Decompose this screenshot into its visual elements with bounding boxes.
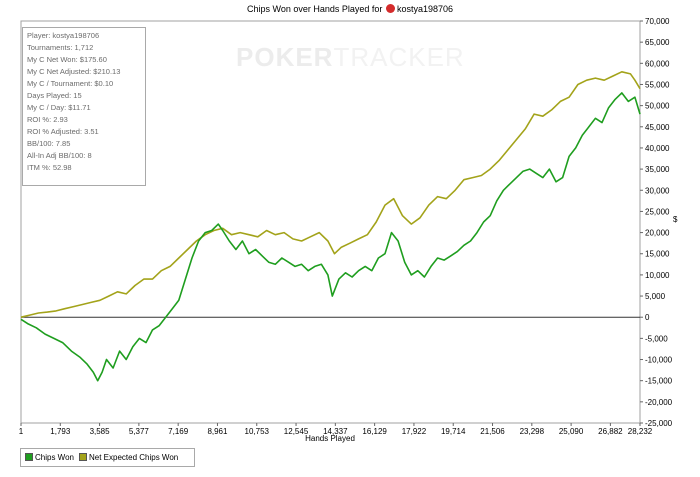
chart-title-prefix: Chips Won over Hands Played for: [247, 4, 383, 14]
x-tick-label: 26,882: [598, 427, 623, 436]
y-tick-label: 0: [645, 313, 650, 322]
x-tick-label: 14,337: [323, 427, 348, 436]
y-tick-label: -15,000: [645, 377, 673, 386]
y-tick-label: 5,000: [645, 292, 666, 301]
x-tick-label: 17,922: [402, 427, 427, 436]
y-tick-label: 25,000: [645, 207, 670, 216]
x-axis-label: Hands Played: [305, 434, 355, 443]
x-tick-label: 5,377: [129, 427, 150, 436]
y-axis-label: $: [673, 215, 678, 224]
y-tick-label: -10,000: [645, 356, 673, 365]
x-axis-ticks: 1 1,793 3,585 5,377 7,169 8,961 10,753 12,545 14…: [19, 423, 653, 436]
y-tick-label: -20,000: [645, 398, 673, 407]
y-tick-label: 10,000: [645, 271, 670, 280]
stat-days-played: Days Played: 15: [27, 91, 82, 100]
watermark-part2: TRACKER: [333, 42, 465, 72]
stat-net-adjusted: My C Net Adjusted: $210.13: [27, 67, 121, 76]
x-tick-label: 3,585: [90, 427, 111, 436]
x-tick-label: 1: [19, 427, 24, 436]
stat-allin-bb100: All-In Adj BB/100: 8: [27, 151, 92, 160]
y-tick-label: 60,000: [645, 59, 670, 68]
legend-item-chips-won[interactable]: Chips Won: [25, 453, 74, 462]
chart-title-player: kostya198706: [396, 4, 453, 14]
y-tick-label: 20,000: [645, 229, 670, 238]
stat-roi-adjusted: ROI % Adjusted: 3.51: [27, 127, 99, 136]
x-tick-label: 10,753: [245, 427, 270, 436]
y-tick-label: 40,000: [645, 144, 670, 153]
legend-item-net-expected[interactable]: Net Expected Chips Won: [79, 453, 178, 462]
stat-itm: ITM %: 52.98: [27, 163, 72, 172]
legend-label-net-expected: Net Expected Chips Won: [89, 453, 179, 462]
x-tick-label: 28,232: [628, 427, 653, 436]
x-tick-label: 16,129: [362, 427, 387, 436]
watermark-part1: POKER: [236, 42, 334, 72]
x-tick-label: 12,545: [284, 427, 309, 436]
stat-per-tournament: My C / Tournament: $0.10: [27, 79, 114, 88]
series-line-chips-won: [20, 92, 641, 382]
stat-per-day: My C / Day: $11.71: [27, 103, 91, 112]
legend: Chips Won Net Expected Chips Won: [20, 448, 195, 467]
x-tick-label: 21,506: [480, 427, 505, 436]
legend-label-chips-won: Chips Won: [35, 453, 74, 462]
y-tick-label: 45,000: [645, 123, 670, 132]
stat-roi: ROI %: 2.93: [27, 115, 68, 124]
y-tick-label: 35,000: [645, 165, 670, 174]
x-tick-label: 1,793: [50, 427, 71, 436]
poker-chip-icon: [385, 4, 395, 13]
y-axis-ticks: 70,000 65,000 60,000 55,000 50,000 45,000 40,0…: [640, 17, 673, 428]
stats-box: Player: kostya198706 Tournaments: 1,712 …: [22, 27, 146, 186]
stat-bb100: BB/100: 7.85: [27, 139, 71, 148]
y-tick-label: 50,000: [645, 102, 670, 111]
y-tick-label: -25,000: [645, 419, 673, 428]
legend-swatch-chips-won: [25, 453, 33, 461]
watermark: POKERTRACKER: [236, 42, 465, 73]
stat-tournaments: Tournaments: 1,712: [27, 43, 94, 52]
y-tick-label: 65,000: [645, 38, 670, 47]
x-tick-label: 23,298: [520, 427, 545, 436]
series-line-net-expected-chips-won: [20, 71, 641, 318]
x-tick-label: 7,169: [168, 427, 189, 436]
y-tick-label: 15,000: [645, 250, 670, 259]
stat-player: Player: kostya198706: [27, 31, 100, 40]
chart-title: Chips Won over Hands Played for kostya19…: [0, 4, 700, 14]
x-tick-label: 8,961: [207, 427, 228, 436]
y-tick-label: 55,000: [645, 80, 670, 89]
legend-swatch-net-expected: [79, 453, 87, 461]
series-layer: [20, 71, 641, 382]
x-tick-label: 25,090: [559, 427, 584, 436]
y-tick-label: -5,000: [645, 334, 668, 343]
x-tick-label: 19,714: [441, 427, 466, 436]
y-tick-label: 30,000: [645, 186, 670, 195]
stat-net-won: My C Net Won: $175.60: [27, 55, 107, 64]
y-tick-label: 70,000: [645, 17, 670, 26]
